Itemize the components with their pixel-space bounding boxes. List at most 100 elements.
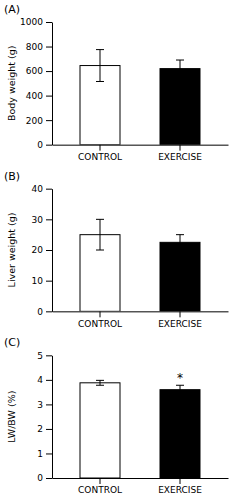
error-bar-cap (96, 219, 104, 220)
tick-mark (46, 47, 52, 48)
error-bar-cap (96, 250, 104, 251)
panel: 0 200 400 600 800 1000 CONTROL EXERCISE (A) Body … (4, 3, 229, 162)
tick: 0 (37, 140, 52, 150)
error-bar-cap (176, 394, 184, 395)
axis-line (53, 145, 229, 146)
tick: 600 (26, 66, 52, 76)
tick-mark (46, 96, 52, 97)
tick: 3 (37, 400, 52, 410)
tick-mark (46, 22, 52, 23)
tick-mark (180, 478, 181, 484)
error-bar (176, 235, 184, 250)
tick-mark (46, 189, 52, 190)
tick-label: 10 (32, 276, 44, 286)
error-bar-cap (176, 250, 184, 251)
plot-area: 0 10 20 30 40 CONTROL EXERCISE (32, 184, 229, 329)
tick-label: 4 (37, 375, 43, 385)
tick: CONTROL (78, 478, 122, 495)
tick-label: 0 (37, 307, 43, 317)
error-bar (176, 385, 184, 394)
tick: EXERCISE (158, 311, 202, 328)
tick-label: 600 (26, 66, 43, 76)
panel-label: (C) (4, 336, 20, 349)
tick-label: EXERCISE (158, 485, 202, 495)
tick-mark (46, 281, 52, 282)
error-bar-cap (176, 77, 184, 78)
error-bar-stem (100, 50, 101, 82)
tick: 2 (37, 424, 52, 434)
tick: 20 (32, 245, 52, 255)
error-bar-stem (100, 380, 101, 385)
tick: 800 (26, 42, 52, 52)
bar (160, 390, 200, 478)
tick-mark (46, 71, 52, 72)
bar (160, 242, 200, 311)
error-bar-stem (100, 219, 101, 250)
tick-mark (46, 429, 52, 430)
tick: CONTROL (78, 145, 122, 162)
tick-label: 40 (32, 184, 44, 194)
tick-label: EXERCISE (158, 319, 202, 329)
tick: 40 (32, 184, 52, 194)
tick-mark (100, 311, 101, 317)
tick: 1 (37, 449, 52, 459)
tick-label: CONTROL (78, 485, 122, 495)
tick: 1000 (20, 17, 52, 27)
error-bar-cap (96, 385, 104, 386)
tick-label: 400 (26, 91, 43, 101)
tick-mark (46, 120, 52, 121)
tick-mark (46, 404, 52, 405)
x-axis: CONTROL EXERCISE (53, 478, 229, 495)
x-axis: CONTROL EXERCISE (53, 311, 229, 328)
tick-label: 0 (37, 473, 43, 483)
tick-mark (46, 453, 52, 454)
error-bar-stem (180, 235, 181, 250)
tick-mark (46, 219, 52, 220)
error-bar-stem (180, 385, 181, 394)
error-bar-cap (176, 60, 184, 61)
tick-mark (46, 311, 52, 312)
y-axis-title: Body weight (g) (6, 46, 17, 122)
panel-label: (B) (4, 170, 20, 183)
tick: 10 (32, 276, 52, 286)
tick-mark (46, 478, 52, 479)
tick-label: 1000 (20, 17, 43, 27)
error-bar (96, 50, 104, 82)
plot-area: 0 1 2 3 4 5 CONTROL EXERCISE * (37, 351, 228, 496)
tick-mark (46, 380, 52, 381)
tick: EXERCISE (158, 145, 202, 162)
tick-label: 1 (37, 449, 43, 459)
error-bar (96, 380, 104, 385)
tick-mark (180, 145, 181, 151)
tick-label: 800 (26, 42, 43, 52)
tick: 4 (37, 375, 52, 385)
marks (80, 380, 200, 478)
panel-label: (A) (4, 3, 20, 16)
tick-label: 30 (32, 215, 44, 225)
axis-line (53, 478, 229, 479)
tick-label: 5 (37, 351, 43, 361)
bar (80, 383, 120, 478)
y-axis: 0 1 2 3 4 5 (37, 351, 52, 484)
tick-label: CONTROL (78, 152, 122, 162)
x-axis: CONTROL EXERCISE (53, 145, 229, 162)
y-axis-title: Liver weight (g) (6, 213, 17, 288)
error-bar (176, 60, 184, 77)
axis-line (52, 356, 53, 479)
y-axis: 0 200 400 600 800 1000 (20, 17, 52, 150)
tick-label: CONTROL (78, 319, 122, 329)
tick-label: 200 (26, 116, 43, 126)
tick-mark (180, 311, 181, 317)
panel: 0 10 20 30 40 CONTROL EXERCISE (B) Liver weight … (4, 170, 229, 329)
error-bar-cap (96, 81, 104, 82)
tick-label: 20 (32, 245, 44, 255)
error-bar-stem (180, 60, 181, 77)
annotation: * (177, 371, 183, 385)
tick-mark (46, 250, 52, 251)
error-bar-cap (96, 49, 104, 50)
axis-line (53, 311, 229, 312)
y-axis: 0 10 20 30 40 (32, 184, 53, 317)
tick: CONTROL (78, 311, 122, 328)
y-axis-title: LW/BW (%) (6, 391, 17, 443)
tick-label: 2 (37, 424, 43, 434)
